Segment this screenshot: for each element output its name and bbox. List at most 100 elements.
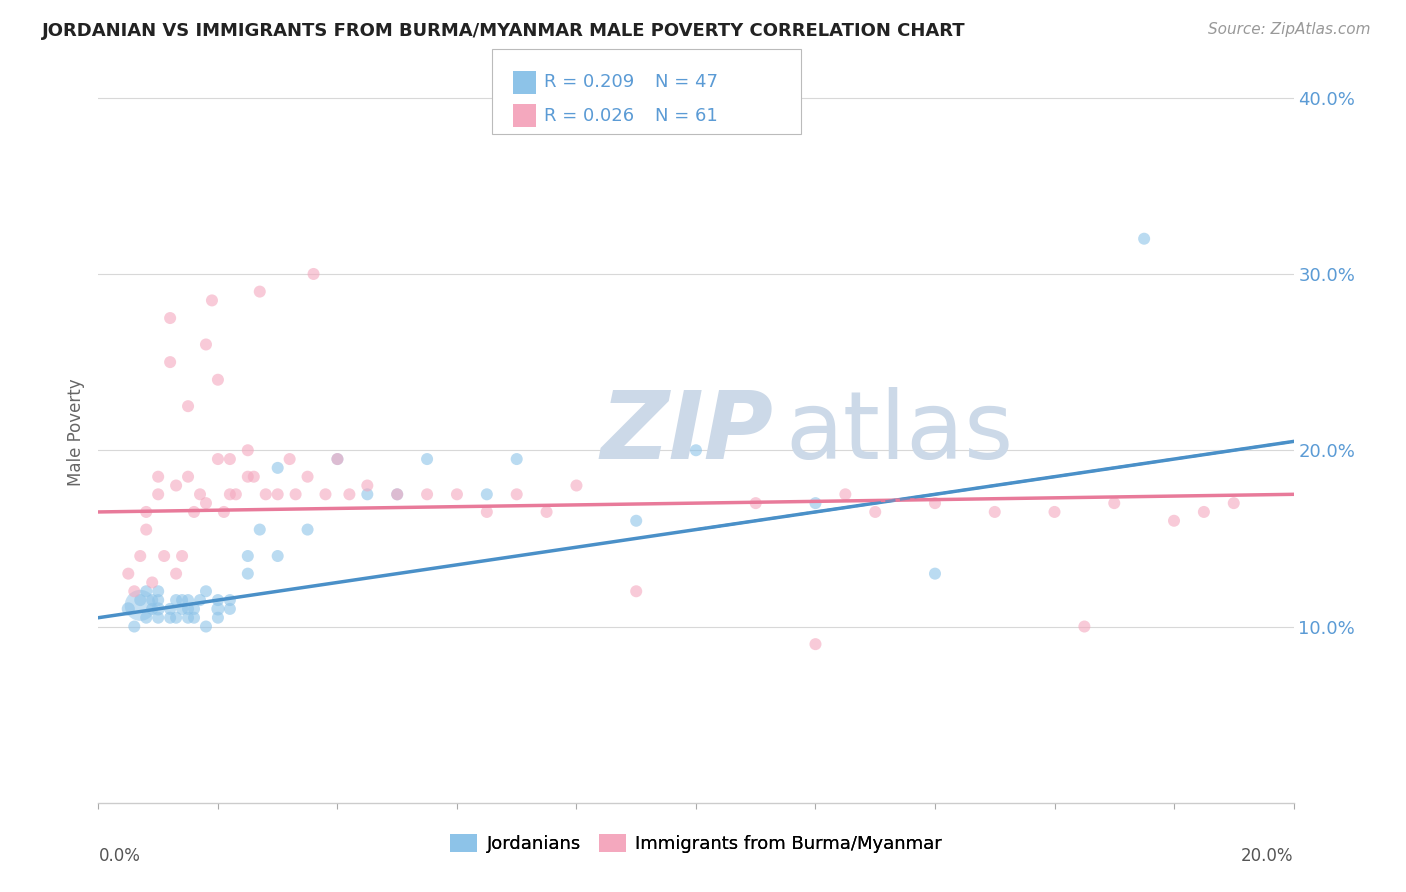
Point [188,593,211,607]
Point [984,505,1007,519]
Point [1043,505,1066,519]
Point [243,469,266,483]
Point [124,619,146,633]
Point [148,593,170,607]
Point [165,593,187,607]
Point [124,584,146,599]
Point [267,461,290,475]
Point [201,293,224,308]
Point [302,267,325,281]
Point [804,496,827,510]
Point [219,602,242,616]
Point [159,610,181,624]
Point [177,469,200,483]
Point [195,337,218,351]
Point [148,469,170,483]
Point [626,584,648,599]
Point [416,452,439,467]
Text: N = 61: N = 61 [655,107,718,125]
Point [326,452,349,467]
Point [356,487,378,501]
Point [195,619,218,633]
Y-axis label: Male Poverty: Male Poverty [66,379,84,486]
Point [1223,496,1246,510]
Point [236,549,259,563]
Text: JORDANIAN VS IMMIGRANTS FROM BURMA/MYANMAR MALE POVERTY CORRELATION CHART: JORDANIAN VS IMMIGRANTS FROM BURMA/MYANM… [42,22,966,40]
Point [225,487,247,501]
Point [834,487,856,501]
Point [212,505,235,519]
Point [236,443,259,458]
Point [177,610,200,624]
Point [506,452,529,467]
Point [249,523,271,537]
Point [195,496,218,510]
Point [159,311,181,326]
Point [1104,496,1126,510]
Point [219,452,242,467]
Point [1133,232,1156,246]
Point [165,610,187,624]
Point [924,566,946,581]
Point [1073,619,1095,633]
Point [1192,505,1215,519]
Point [536,505,558,519]
Point [339,487,361,501]
Point [148,584,170,599]
Point [475,487,498,501]
Point [207,452,229,467]
Point [207,593,229,607]
Point [129,593,152,607]
Point [117,566,139,581]
Point [297,469,319,483]
Point [924,496,946,510]
Point [172,593,194,607]
Point [385,487,409,501]
Point [626,514,648,528]
Point [141,602,163,616]
Text: Source: ZipAtlas.com: Source: ZipAtlas.com [1208,22,1371,37]
Point [236,469,259,483]
Point [177,602,200,616]
Point [267,549,290,563]
Point [172,602,194,616]
Point [284,487,307,501]
Point [565,478,588,492]
Point [219,487,242,501]
Point [506,487,529,501]
Point [326,452,349,467]
Point [141,575,163,590]
Point [159,602,181,616]
Point [183,610,205,624]
Point [172,549,194,563]
Text: R = 0.209: R = 0.209 [544,73,634,91]
Point [475,505,498,519]
Point [135,584,157,599]
Point [188,487,211,501]
Point [254,487,277,501]
Legend: Jordanians, Immigrants from Burma/Myanmar: Jordanians, Immigrants from Burma/Myanma… [443,827,949,861]
Point [165,478,187,492]
Point [267,487,290,501]
Point [219,593,242,607]
Point [207,610,229,624]
Point [135,505,157,519]
Point [159,355,181,369]
Point [207,373,229,387]
Text: 0.0%: 0.0% [98,847,141,865]
Point [183,505,205,519]
Point [236,566,259,581]
Point [685,443,707,458]
Point [195,584,218,599]
Point [315,487,337,501]
Point [148,487,170,501]
Text: ZIP: ZIP [600,386,773,479]
Point [153,549,176,563]
Point [148,602,170,616]
Point [207,602,229,616]
Point [183,602,205,616]
Point [1163,514,1185,528]
Text: N = 47: N = 47 [655,73,718,91]
Point [177,593,200,607]
Point [165,566,187,581]
